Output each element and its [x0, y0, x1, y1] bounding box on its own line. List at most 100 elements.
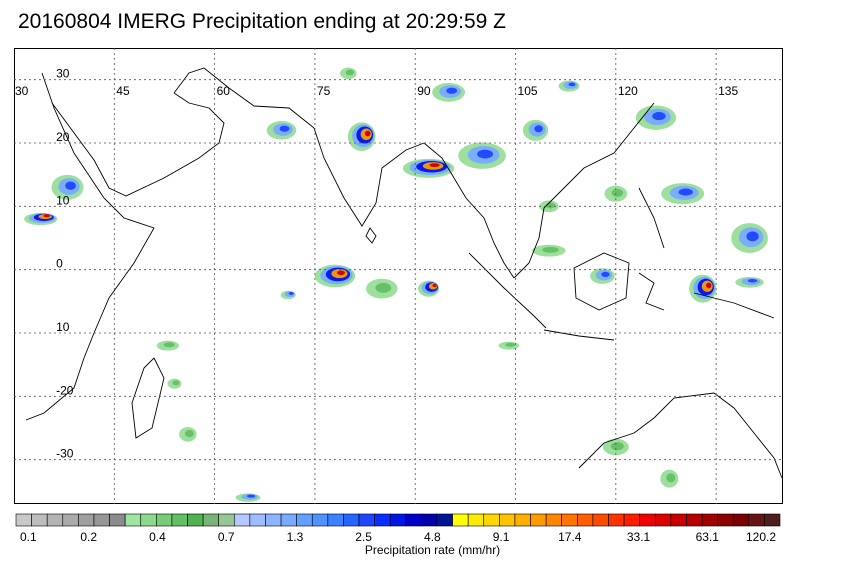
- lon-label: 90: [417, 84, 431, 98]
- java: [543, 329, 615, 341]
- colorbar-cell: [233, 513, 251, 527]
- lon-label: 30: [15, 84, 29, 98]
- colorbar-cell: [732, 513, 750, 527]
- sulawesi: [638, 272, 665, 311]
- precip-cell: [235, 493, 261, 502]
- lat-label: -20: [56, 383, 74, 397]
- colorbar-cell: [343, 513, 360, 527]
- precip-contour: [172, 380, 180, 386]
- colorbar-cell: [327, 513, 344, 527]
- colorbar-cell: [311, 513, 329, 527]
- colorbar-tick-label: 0.2: [80, 530, 97, 544]
- precip-contour: [429, 163, 440, 168]
- colorbar-cell: [389, 513, 407, 527]
- colorbar-cell: [467, 513, 485, 527]
- lon-label: 60: [217, 84, 231, 98]
- colorbar-cell: [202, 513, 219, 527]
- indochina-coast: [513, 102, 655, 279]
- precip-contour: [534, 125, 543, 133]
- precip-cell: [635, 105, 677, 130]
- precip-contour: [446, 87, 458, 94]
- colorbar-cell: [218, 513, 235, 527]
- colorbar-label: Precipitation rate (mm/hr): [364, 543, 501, 557]
- colorbar-cell: [265, 513, 282, 527]
- colorbar-cell: [62, 513, 79, 527]
- iran-pakistan-coast: [228, 87, 315, 129]
- madagascar: [131, 357, 165, 439]
- precip-contour: [666, 473, 676, 483]
- colorbar-tick-label: 0.7: [218, 530, 235, 544]
- page-title: 20160804 IMERG Precipitation ending at 2…: [18, 10, 506, 33]
- precip-cell: [661, 183, 705, 205]
- colorbar-cell: [296, 513, 313, 527]
- precip-contour: [65, 181, 76, 190]
- colorbar-cell: [421, 513, 438, 527]
- precip-cell: [167, 378, 182, 389]
- colorbar-cell: [654, 513, 672, 527]
- precip-contour: [601, 271, 610, 278]
- colorbar-cell: [545, 513, 563, 527]
- colorbar-cell: [530, 513, 547, 527]
- precip-cell: [340, 67, 357, 80]
- colorbar-tick-label: 1.3: [287, 530, 304, 544]
- precip-cell: [735, 276, 764, 288]
- precip-contour: [288, 291, 294, 295]
- colorbar-tick-label: 63.1: [696, 530, 720, 544]
- precip-contour: [542, 246, 559, 253]
- bay-of-bengal-coast: [423, 142, 515, 279]
- sri-lanka: [365, 227, 377, 244]
- colorbar-tick-label: 0.4: [149, 530, 166, 544]
- precip-cell: [498, 341, 520, 350]
- precip-contour: [345, 69, 354, 76]
- colorbar-cell: [374, 513, 391, 527]
- new-guinea: [693, 292, 775, 319]
- gridlines: [14, 48, 783, 504]
- precip-cell: [51, 174, 84, 200]
- colorbar-tick-label: 4.8: [424, 530, 441, 544]
- colorbar-cell: [514, 513, 531, 527]
- precip-cell: [602, 438, 629, 456]
- colorbar-cell: [670, 513, 687, 527]
- precip-contour: [706, 282, 712, 289]
- precip-contour: [747, 278, 758, 283]
- precip-contour: [43, 214, 51, 218]
- colorbar-cell: [748, 513, 765, 527]
- colorbar-cells: [15, 513, 781, 527]
- precip-cell: [366, 278, 398, 299]
- persian-gulf: [173, 67, 230, 94]
- precip-contour: [652, 112, 666, 121]
- colorbar-cell: [405, 513, 422, 527]
- borneo: [573, 252, 630, 311]
- arabia-coast: [51, 92, 225, 197]
- colorbar-cell: [436, 513, 453, 527]
- colorbar-cell: [577, 513, 594, 527]
- precip-contour: [163, 342, 175, 348]
- colorbar-cell: [717, 513, 734, 527]
- precip-cell: [590, 268, 615, 284]
- precip-cell: [314, 264, 356, 288]
- lat-label: 30: [56, 67, 70, 81]
- precip-contour: [432, 283, 437, 288]
- colorbar-cell: [499, 513, 516, 527]
- precip-contour: [375, 282, 392, 293]
- colorbar-cell: [109, 513, 126, 527]
- precip-contour: [184, 429, 194, 438]
- philippines: [638, 187, 665, 249]
- colorbar-tick-label: 120.2: [746, 530, 776, 544]
- precip-cell: [689, 274, 717, 303]
- colorbar-cell: [140, 513, 157, 527]
- precip-cell: [458, 142, 506, 169]
- colorbar-cell: [280, 513, 297, 527]
- colorbar-cell: [187, 513, 204, 527]
- lat-label: 20: [56, 130, 70, 144]
- precip-cell: [660, 469, 679, 488]
- precip-cell: [266, 121, 297, 140]
- precip-cell: [418, 280, 440, 297]
- colorbar-cell: [686, 513, 703, 527]
- precip-cell: [179, 426, 197, 442]
- colorbar-tick-label: 2.5: [355, 530, 372, 544]
- colorbar-cell: [764, 513, 781, 527]
- colorbar-cell: [701, 513, 718, 527]
- precip-cell: [280, 290, 296, 300]
- colorbar-cell: [171, 513, 188, 527]
